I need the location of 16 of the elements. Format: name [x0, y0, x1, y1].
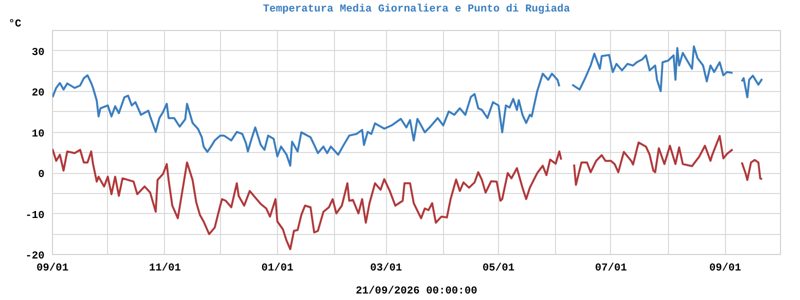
x-tick-label: 05/01: [482, 262, 515, 274]
x-tick-label: 07/01: [594, 262, 627, 274]
y-tick-label: 10: [32, 128, 45, 140]
y-axis-title: °C: [8, 18, 22, 30]
x-tick-label: 11/01: [148, 262, 181, 274]
chart-title: Temperatura Media Giornaliera e Punto di Rugiada: [263, 4, 571, 16]
x-tick-label: 09/01: [36, 262, 68, 274]
x-tick-label: 01/01: [261, 262, 294, 274]
x-axis-title: 21/09/2026 00:00:00: [356, 286, 478, 298]
y-tick-label: 0: [38, 169, 45, 182]
y-tick-label: 20: [32, 88, 45, 100]
y-tick-label: -20: [25, 250, 45, 262]
y-tick-label: -10: [25, 210, 45, 222]
x-tick-label: 09/01: [709, 262, 742, 274]
x-tick-label: 03/01: [370, 262, 402, 274]
y-tick-label: 30: [32, 46, 45, 59]
